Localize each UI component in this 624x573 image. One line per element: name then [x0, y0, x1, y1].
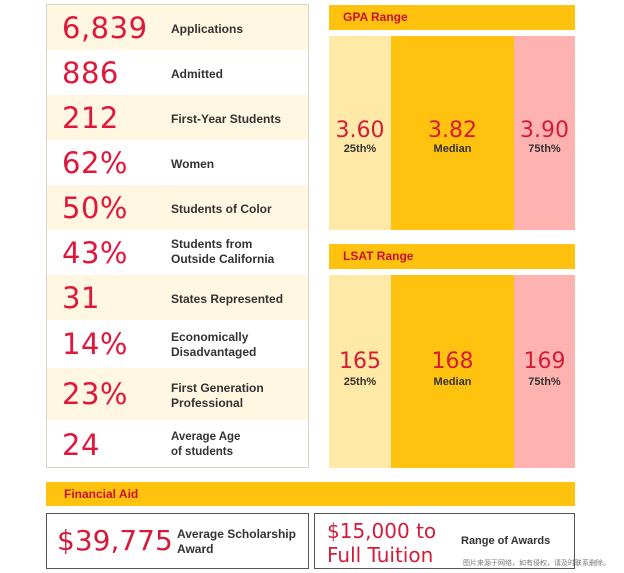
lsat-range-panel: 165 25th% 168 Median 169 75th%: [329, 275, 575, 468]
scholarship-value: $39,775: [57, 527, 173, 555]
stat-label: Economically Disadvantaged: [171, 330, 306, 360]
lsat-median-label: Median: [391, 377, 514, 388]
lsat-75th-label: 75th%: [514, 377, 575, 388]
scholarship-box: $39,775 Average Scholarship Award: [46, 513, 309, 569]
gpa-25th-column: 3.60 25th%: [329, 36, 391, 230]
stat-value: 212: [62, 104, 119, 133]
stat-row-average-age: 24 Average Age of students: [47, 420, 308, 467]
awards-label: Range of Awards: [461, 535, 550, 547]
gpa-25th-label: 25th%: [329, 144, 391, 155]
stat-row-first-year: 212 First-Year Students: [47, 95, 308, 140]
stat-value: 24: [62, 431, 100, 460]
stat-value: 31: [62, 284, 100, 313]
gpa-median-value: 3.82: [391, 120, 514, 142]
watermark-text: 图片来源于网络，如有侵权，请及时联系删除。: [463, 558, 610, 568]
gpa-median-column: 3.82 Median: [391, 36, 514, 230]
stat-row-states: 31 States Represented: [47, 275, 308, 320]
gpa-median-label: Median: [391, 144, 514, 155]
stat-row-women: 62% Women: [47, 140, 308, 185]
stat-row-economically-disadvantaged: 14% Economically Disadvantaged: [47, 320, 308, 368]
stat-row-applications: 6,839 Applications: [47, 5, 308, 50]
stat-value: 886: [62, 59, 119, 88]
stat-label: Admitted: [171, 67, 306, 82]
stat-value: 62%: [62, 149, 128, 178]
stat-row-outside-california: 43% Students from Outside California: [47, 230, 308, 275]
stats-panel: 6,839 Applications 886 Admitted 212 Firs…: [46, 4, 309, 468]
stat-label: Students of Color: [171, 202, 306, 217]
stat-row-first-generation: 23% First Generation Professional: [47, 368, 308, 420]
gpa-range-header: GPA Range: [329, 5, 575, 30]
lsat-median-column: 168 Median: [391, 275, 514, 468]
stat-row-students-of-color: 50% Students of Color: [47, 185, 308, 230]
stat-value: 6,839: [62, 14, 148, 43]
gpa-range-panel: 3.60 25th% 3.82 Median 3.90 75th%: [329, 36, 575, 230]
stat-label: First-Year Students: [171, 112, 306, 127]
stat-label: Applications: [171, 22, 306, 37]
lsat-75th-column: 169 75th%: [514, 275, 575, 468]
gpa-25th-value: 3.60: [329, 120, 391, 142]
gpa-75th-value: 3.90: [514, 120, 575, 142]
stat-label: First Generation Professional: [171, 381, 306, 411]
stat-value: 50%: [62, 194, 128, 223]
stat-value: 43%: [62, 239, 128, 268]
financial-aid-header: Financial Aid: [46, 482, 575, 506]
lsat-median-value: 168: [391, 351, 514, 373]
lsat-range-header: LSAT Range: [329, 244, 575, 269]
lsat-75th-value: 169: [514, 351, 575, 373]
gpa-75th-column: 3.90 75th%: [514, 36, 575, 230]
stat-value: 14%: [62, 330, 128, 359]
lsat-25th-column: 165 25th%: [329, 275, 391, 468]
scholarship-label: Average Scholarship Award: [177, 527, 307, 557]
gpa-75th-label: 75th%: [514, 144, 575, 155]
stat-row-admitted: 886 Admitted: [47, 50, 308, 95]
awards-value: $15,000 to Full Tuition: [327, 519, 457, 567]
lsat-25th-label: 25th%: [329, 377, 391, 388]
stat-label: Students from Outside California: [171, 237, 306, 267]
stat-label: States Represented: [171, 292, 306, 307]
stat-label: Average Age of students: [171, 430, 306, 460]
lsat-25th-value: 165: [329, 351, 391, 373]
stat-label: Women: [171, 157, 306, 172]
stat-value: 23%: [62, 380, 128, 409]
